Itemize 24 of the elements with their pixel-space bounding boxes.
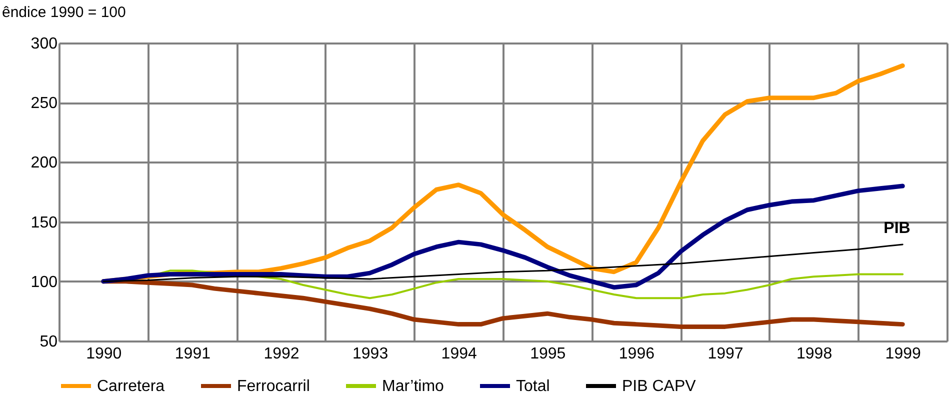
x-tick-label: 1999 xyxy=(885,346,921,362)
legend-label: Carretera xyxy=(97,378,165,395)
y-tick-label: 150 xyxy=(30,214,58,232)
y-axis-title: êndice 1990 = 100 xyxy=(2,4,126,21)
y-tick-label: 100 xyxy=(30,274,58,291)
legend-label: Ferrocarril xyxy=(237,378,310,395)
y-tick-label: 250 xyxy=(30,95,58,112)
x-tick-label: 1990 xyxy=(86,346,122,362)
legend-label: Mar’timo xyxy=(382,378,444,395)
line-series xyxy=(102,244,904,282)
y-tick-label: 300 xyxy=(30,36,58,52)
x-tick-label: 1995 xyxy=(530,346,566,362)
x-tick-label: 1993 xyxy=(352,346,388,362)
x-tick-label: 1991 xyxy=(174,346,211,362)
x-tick-label: 1996 xyxy=(618,346,655,362)
annotation: PIB xyxy=(884,220,910,237)
x-tick-label: 1994 xyxy=(441,346,477,362)
legend-label: Total xyxy=(516,378,550,395)
x-tick-label: 1992 xyxy=(264,346,300,362)
x-tick-label: 1998 xyxy=(796,346,832,362)
legend-label: PIB CAPV xyxy=(622,378,696,395)
x-tick-label: 1997 xyxy=(708,346,744,362)
y-tick-label: 50 xyxy=(40,334,58,350)
y-tick-label: 200 xyxy=(30,154,58,172)
